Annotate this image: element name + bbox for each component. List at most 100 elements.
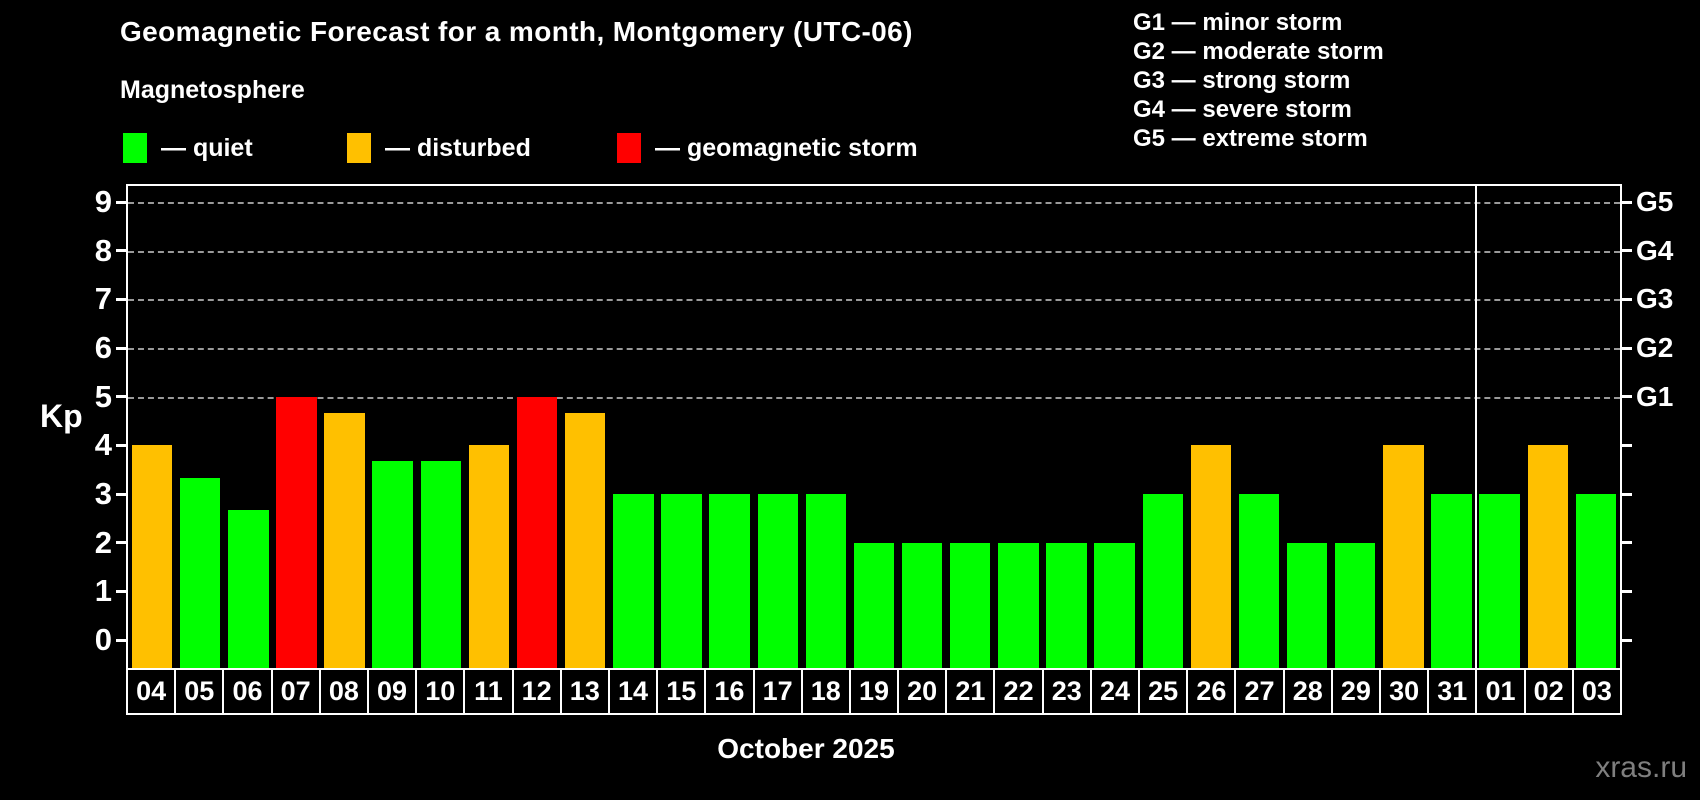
y-axis-tick-left <box>116 395 126 399</box>
kp-bar-day-30 <box>1383 445 1424 668</box>
day-label-cell-16: 16 <box>706 670 753 713</box>
grid-line-kp8 <box>128 250 1620 253</box>
g-axis-label-g2: G2 <box>1636 332 1674 364</box>
kp-bar-day-02 <box>1527 445 1568 668</box>
day-label-cell-13: 13 <box>561 670 608 713</box>
day-label-cell-05: 05 <box>176 670 223 713</box>
day-label-cell-28: 28 <box>1284 670 1331 713</box>
grid-line-kp5 <box>128 396 1620 399</box>
y-axis-tick-left <box>116 589 126 593</box>
legend-item-quiet: — quiet <box>123 132 253 164</box>
grid-line-kp7 <box>128 299 1620 302</box>
g-legend-line-g5: G5 — extreme storm <box>1133 125 1368 152</box>
day-label-cell-26: 26 <box>1188 670 1235 713</box>
kp-bar-day-11 <box>468 445 510 668</box>
kp-bar-day-10 <box>420 461 462 668</box>
g-axis-label-g4: G4 <box>1636 234 1674 266</box>
day-label-cell-20: 20 <box>899 670 946 713</box>
day-label-cell-15: 15 <box>658 670 705 713</box>
kp-bar-day-24 <box>1094 542 1135 668</box>
day-label-cell-19: 19 <box>850 670 898 713</box>
y-axis-tick-label: 0 <box>94 622 112 657</box>
y-axis-tick-right <box>1622 200 1632 204</box>
kp-bar-day-27 <box>1238 494 1280 668</box>
g-legend-line-g4: G4 — severe storm <box>1133 96 1352 123</box>
day-label-cell-17: 17 <box>754 670 801 713</box>
kp-bar-day-23 <box>1046 542 1087 668</box>
day-label-cell-25: 25 <box>1140 670 1187 713</box>
day-label-cell-10: 10 <box>417 670 464 713</box>
kp-bar-day-13 <box>565 412 606 668</box>
y-axis-tick-label: 3 <box>94 476 112 512</box>
grid-line-kp6 <box>128 348 1620 351</box>
y-axis-tick-left <box>116 492 126 496</box>
kp-bar-day-03 <box>1575 494 1617 668</box>
legend-swatch-storm-icon <box>617 133 641 163</box>
day-label-cell-31: 31 <box>1429 670 1476 713</box>
kp-bar-day-20 <box>901 542 943 668</box>
day-label-cell-06: 06 <box>224 670 271 713</box>
day-label-cell-12: 12 <box>513 670 560 713</box>
day-label-cell-22: 22 <box>995 670 1042 713</box>
kp-bar-day-14 <box>613 494 654 668</box>
g-axis-label-g5: G5 <box>1636 186 1674 218</box>
kp-bar-day-12 <box>516 396 558 668</box>
y-axis-tick-right <box>1622 346 1632 350</box>
y-axis-tick-left <box>116 297 126 301</box>
kp-bar-day-06 <box>228 510 269 668</box>
y-axis-tick-right <box>1622 395 1632 399</box>
g-scale-legend: G1 — minor storm G2 — moderate storm G3 … <box>1133 8 1384 153</box>
g-legend-line-g2: G2 — moderate storm <box>1133 38 1384 65</box>
day-label-cell-01: 01 <box>1477 670 1524 713</box>
kp-bar-day-16 <box>709 494 750 668</box>
legend-label-disturbed: — disturbed <box>385 133 531 162</box>
day-label-cell-30: 30 <box>1381 670 1428 713</box>
month-label: October 2025 <box>717 733 895 764</box>
kp-bar-day-22 <box>998 542 1039 668</box>
y-axis-tick-right <box>1622 589 1632 593</box>
day-label-cell-08: 08 <box>320 670 367 713</box>
kp-bar-day-28 <box>1286 542 1328 668</box>
kp-bar-day-04 <box>131 445 173 668</box>
g-legend-line-g3: G3 — strong storm <box>1133 67 1351 94</box>
y-axis-tick-left <box>116 346 126 350</box>
y-axis-tick-label: 6 <box>94 330 112 366</box>
legend-label-quiet: — quiet <box>161 133 253 162</box>
plot-area: Kp 0 1 2 3 4 5 6 7 8 9 G1 G2 G3 G4 G5 <box>40 184 1673 668</box>
legend-swatch-quiet-icon <box>123 133 147 163</box>
g-axis-label-g1: G1 <box>1636 380 1674 412</box>
kp-axis-label: Kp <box>40 398 83 434</box>
kp-bar-day-17 <box>757 494 798 668</box>
kp-bar-day-01 <box>1479 494 1520 668</box>
y-axis-tick-left <box>116 541 126 545</box>
day-label-cell-21: 21 <box>947 670 994 713</box>
kp-bar-day-19 <box>853 542 895 668</box>
y-axis-tick-left <box>116 249 126 253</box>
kp-bar-day-29 <box>1335 542 1376 668</box>
y-axis-tick-right <box>1622 249 1632 253</box>
g-axis-label-g3: G3 <box>1636 283 1674 315</box>
y-axis-tick-left <box>116 200 126 204</box>
legend-label-storm: — geomagnetic storm <box>655 133 918 162</box>
legend-item-storm: — geomagnetic storm <box>617 132 918 164</box>
y-axis-tick-right <box>1622 443 1632 447</box>
y-axis-tick-label: 8 <box>94 232 112 268</box>
day-label-cell-11: 11 <box>465 670 512 713</box>
kp-bar-day-31 <box>1431 494 1472 668</box>
kp-bar-day-15 <box>661 494 702 668</box>
day-label-cell-02: 02 <box>1525 670 1572 713</box>
day-label-cell-27: 27 <box>1236 670 1283 713</box>
y-axis-tick-label: 4 <box>94 427 112 463</box>
day-label-cell-18: 18 <box>802 670 849 713</box>
kp-bar-day-18 <box>805 494 847 668</box>
day-label-cell-14: 14 <box>609 670 657 713</box>
y-axis-tick-label: 9 <box>94 184 112 220</box>
y-axis-tick-right <box>1622 541 1632 545</box>
y-axis-tick-label: 5 <box>94 378 112 414</box>
y-axis-tick-label: 7 <box>94 281 112 317</box>
legend-swatch-disturbed-icon <box>347 133 371 163</box>
legend-item-disturbed: — disturbed <box>347 132 531 164</box>
kp-bar-day-07 <box>276 396 317 668</box>
g-legend-line-g1: G1 — minor storm <box>1133 9 1343 36</box>
